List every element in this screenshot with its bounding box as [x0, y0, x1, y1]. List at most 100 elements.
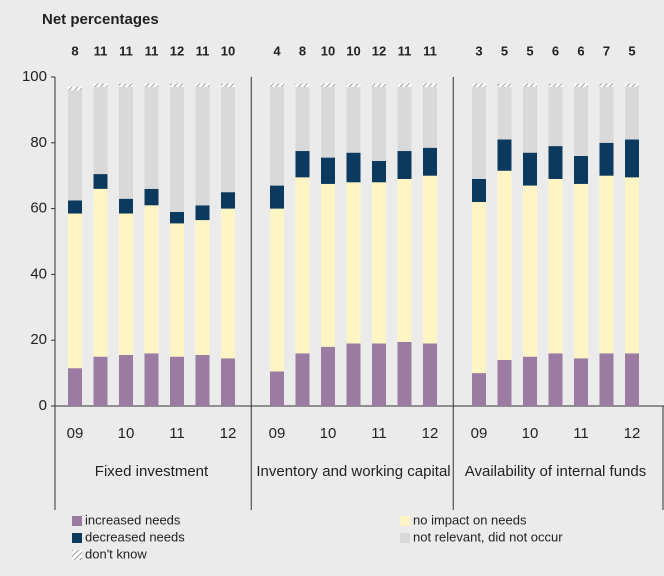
bar-segment — [372, 160, 386, 183]
bar-segment — [195, 355, 210, 406]
bar-segment — [625, 83, 639, 87]
net-label: 11 — [196, 43, 210, 58]
bar-segment — [397, 151, 412, 179]
bar-segment — [144, 205, 159, 354]
legend-label: not relevant, did not occur — [413, 529, 563, 544]
bar-segment — [625, 139, 639, 178]
bar-segment — [221, 83, 235, 87]
bar-segment — [472, 373, 486, 406]
legend-label: decreased needs — [85, 529, 185, 544]
bar-segment — [119, 83, 133, 87]
bar-segment — [295, 86, 310, 152]
bar-segment — [497, 139, 512, 171]
legend-label: don't know — [85, 546, 147, 561]
bar-segment — [170, 86, 184, 212]
x-tick-label: 09 — [269, 425, 286, 442]
net-label: 12 — [170, 43, 184, 58]
bar-segment — [321, 86, 335, 158]
bar-segment — [574, 358, 588, 406]
y-tick-label: 40 — [30, 265, 47, 282]
bar-segment — [423, 175, 437, 344]
bar-segment — [346, 182, 361, 344]
bar-segment — [599, 353, 614, 406]
legend-label: no impact on needs — [413, 512, 527, 527]
bar-segment — [346, 152, 361, 183]
bar-segment — [497, 83, 512, 87]
y-tick-label: 0 — [39, 397, 47, 414]
legend-label: increased needs — [85, 512, 181, 527]
bar-segment — [68, 200, 82, 214]
bar-segment — [346, 86, 361, 153]
bar-segment — [472, 86, 486, 179]
y-tick-label: 80 — [30, 134, 47, 151]
y-tick-label: 20 — [30, 331, 47, 348]
net-label: 10 — [221, 43, 235, 58]
bar-segment — [321, 183, 335, 347]
net-label: 6 — [577, 43, 584, 58]
bar-segment — [93, 356, 108, 406]
legend-swatch — [400, 516, 410, 526]
bar-segment — [144, 86, 159, 189]
bar-segment — [423, 83, 437, 87]
legend-swatch — [72, 516, 82, 526]
bar-segment — [68, 213, 82, 369]
bar-segment — [372, 86, 386, 161]
bar-segment — [523, 152, 537, 186]
x-tick-label: 10 — [522, 425, 539, 442]
bar-segment — [423, 343, 437, 406]
net-label: 11 — [119, 43, 133, 58]
group-label: Fixed investment — [94, 463, 209, 480]
bar-segment — [321, 83, 335, 87]
bar-segment — [372, 83, 386, 87]
bar-segment — [599, 175, 614, 354]
x-tick-label: 11 — [169, 425, 185, 442]
x-tick-label: 12 — [422, 425, 439, 442]
bar-segment — [195, 83, 210, 87]
bar-segment — [170, 223, 184, 357]
x-tick-label: 10 — [320, 425, 337, 442]
bar-segment — [144, 353, 159, 406]
bar-segment — [221, 192, 235, 209]
bar-segment — [270, 83, 284, 87]
net-label: 8 — [71, 43, 78, 58]
bar-segment — [270, 185, 284, 209]
bar-segment — [574, 155, 588, 184]
legend-swatch — [72, 533, 82, 543]
bar-segment — [372, 343, 386, 406]
net-label: 5 — [526, 43, 533, 58]
net-label: 11 — [145, 43, 159, 58]
bar-segment — [119, 355, 133, 406]
bar-segment — [523, 83, 537, 87]
bar-segment — [497, 359, 512, 406]
bar-segment — [397, 83, 412, 87]
x-tick-label: 12 — [624, 425, 641, 442]
net-label: 8 — [299, 43, 306, 58]
chart-title: Net percentages — [42, 11, 159, 28]
bar-segment — [397, 341, 412, 406]
bar-segment — [93, 86, 108, 175]
bar-segment — [295, 177, 310, 354]
bar-segment — [548, 353, 563, 406]
bar-segment — [625, 177, 639, 354]
net-label: 4 — [273, 43, 281, 58]
net-label: 5 — [501, 43, 508, 58]
bar-segment — [144, 188, 159, 206]
bar-segment — [93, 83, 108, 87]
group-label: Inventory and working capital — [256, 463, 451, 480]
y-tick-label: 100 — [22, 68, 47, 85]
bar-segment — [221, 358, 235, 406]
x-tick-label: 09 — [67, 425, 84, 442]
bar-segment — [625, 86, 639, 140]
x-tick-label: 10 — [118, 425, 135, 442]
bar-segment — [93, 174, 108, 189]
bar-segment — [195, 86, 210, 206]
net-label: 11 — [423, 43, 437, 58]
bar-segment — [295, 353, 310, 406]
x-tick-label: 11 — [573, 425, 589, 442]
bar-segment — [472, 178, 486, 203]
bar-segment — [195, 220, 210, 356]
bar-segment — [372, 182, 386, 344]
bar-segment — [548, 146, 563, 179]
bar-segment — [497, 170, 512, 360]
